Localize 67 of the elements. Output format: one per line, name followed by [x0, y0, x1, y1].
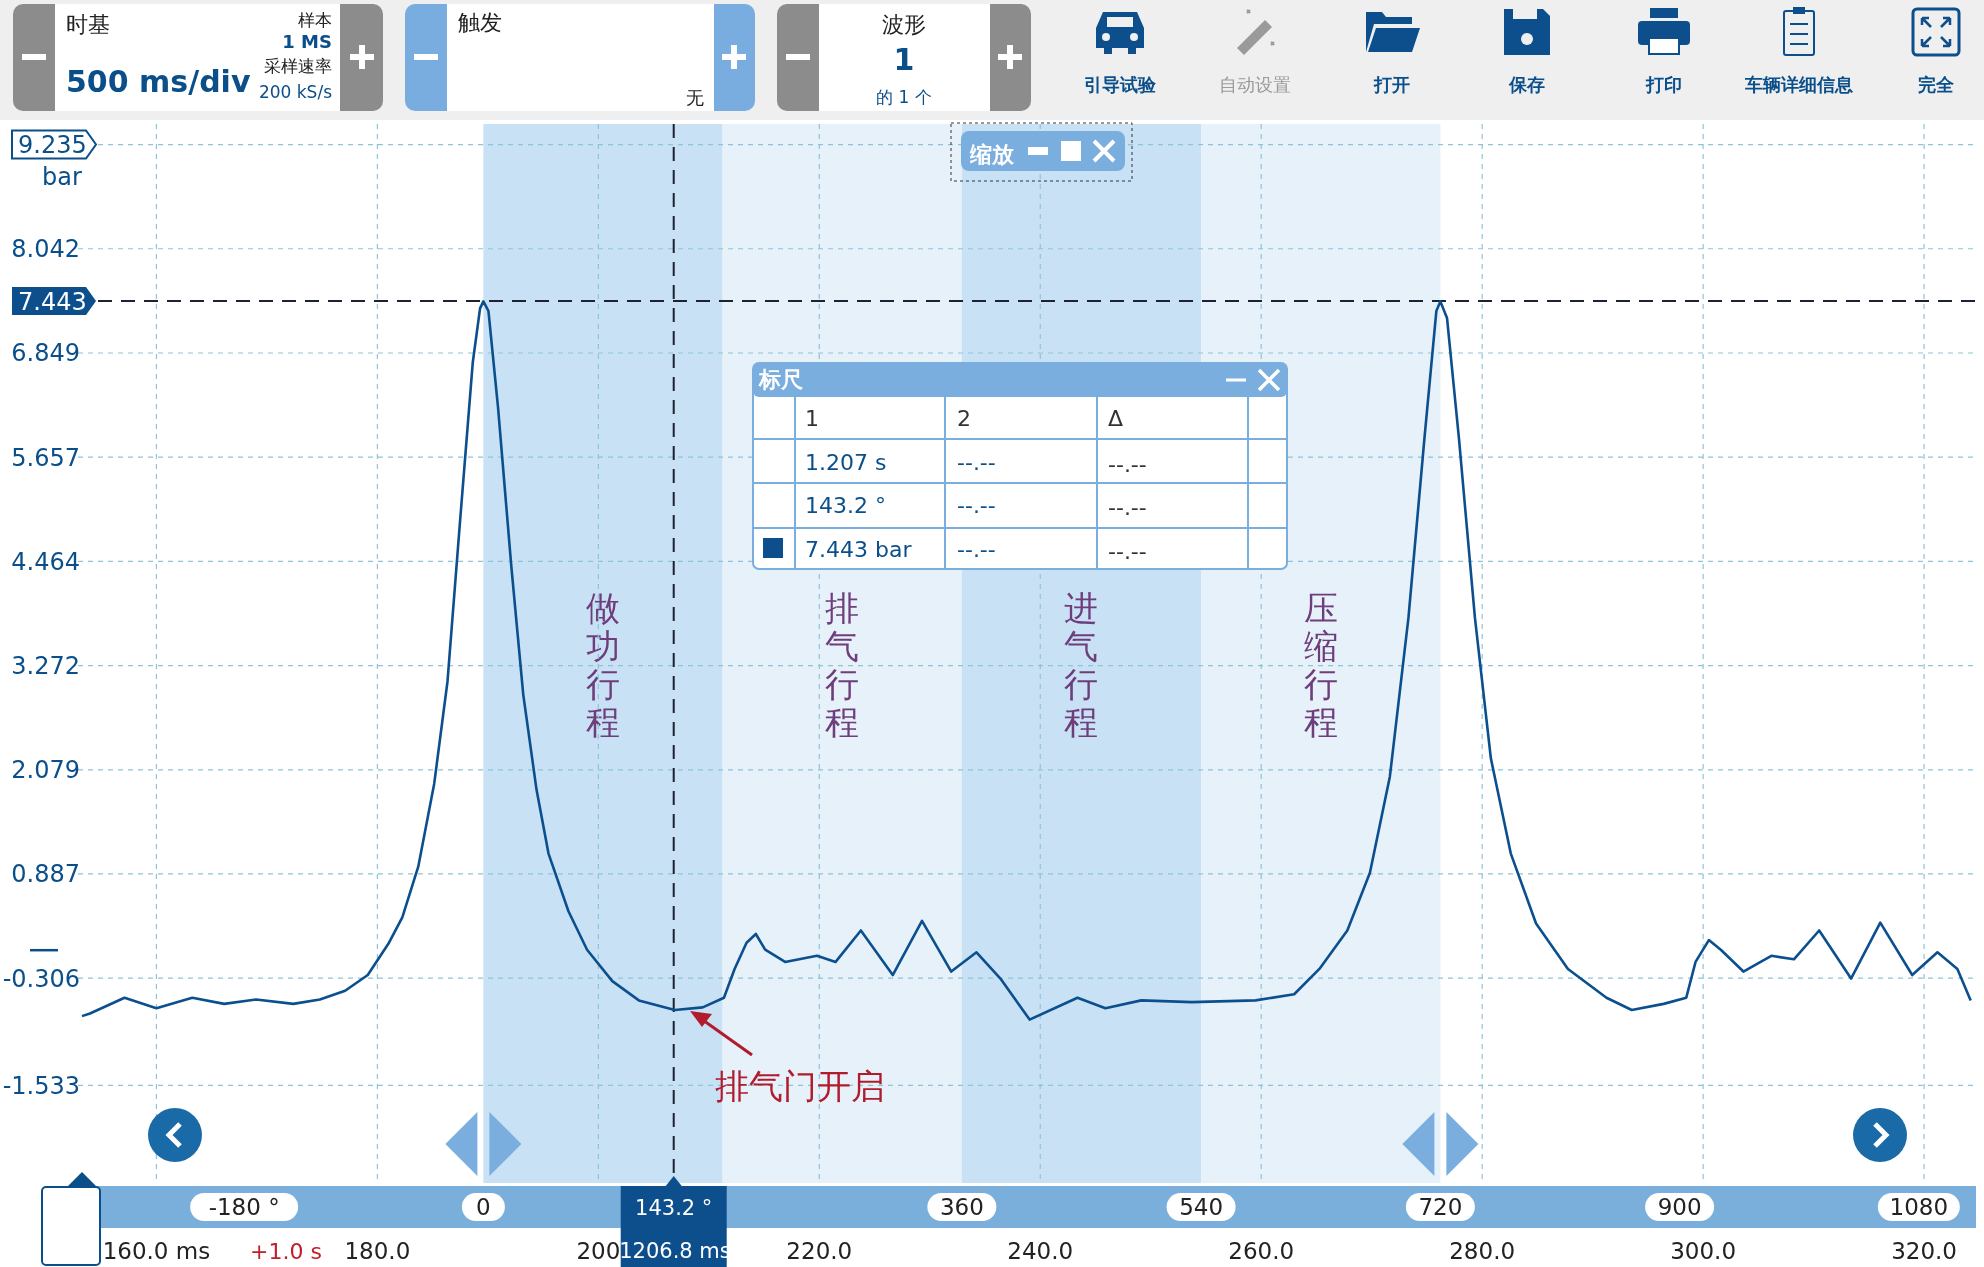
- text: 样本: [298, 10, 332, 30]
- annotation: --.--: [957, 450, 996, 475]
- annotation: --.--: [1108, 452, 1147, 477]
- x-tick-label: 0: [476, 1194, 491, 1221]
- band-label: 压缩行程: [1303, 588, 1338, 742]
- text: 时基: [66, 12, 110, 37]
- text: 触发: [458, 10, 502, 35]
- text: 1: [893, 42, 915, 77]
- y-tick-label: -1.533: [2, 1071, 80, 1100]
- x-tick-label: 900: [1657, 1194, 1702, 1221]
- y-tick-label: 9.235: [18, 130, 87, 159]
- y-tick-label: -0.306: [2, 964, 80, 993]
- y-tick-label: 2.079: [11, 756, 80, 785]
- y-tick-label: 5.657: [11, 443, 80, 472]
- x2-tick-label: 320.0: [1891, 1238, 1958, 1264]
- annotation: 1.207 s: [805, 450, 887, 475]
- text: 200 kS/s: [258, 82, 333, 102]
- x-tick-label: -180 °: [208, 1194, 280, 1221]
- x-tick-label: 360: [939, 1194, 984, 1221]
- text: 1 MS: [282, 31, 332, 52]
- text: 引导试验: [1084, 74, 1157, 95]
- annotation: --.--: [1108, 495, 1147, 520]
- y-tick-label: 0.887: [11, 860, 80, 889]
- y-tick-label: 3.272: [11, 651, 80, 680]
- x2-tick-label: 200: [576, 1238, 621, 1264]
- y-tick-label: 4.464: [11, 547, 80, 576]
- text: 500 ms/div: [66, 64, 251, 99]
- text: 车辆详细信息: [1744, 74, 1853, 95]
- y-tick-label: 6.849: [11, 339, 80, 368]
- ref-line-label: 143.2 °: [635, 1196, 713, 1221]
- x2-tick-label: 280.0: [1449, 1238, 1516, 1264]
- band-label: 排气行程: [825, 588, 860, 742]
- text: 保存: [1508, 74, 1545, 95]
- annotation: 排气门开启: [715, 1066, 885, 1106]
- annotation: Δ: [1108, 406, 1124, 431]
- x2-tick-label: 240.0: [1007, 1238, 1074, 1264]
- annotation: --.--: [1108, 539, 1147, 564]
- band-label: 进气行程: [1064, 588, 1099, 742]
- annotation: 143.2 °: [805, 493, 886, 518]
- text: 打开: [1373, 74, 1410, 95]
- annotation: 2: [957, 406, 971, 431]
- text: 完全: [1918, 74, 1955, 95]
- x2-tick-label: 260.0: [1228, 1238, 1295, 1264]
- text: 自动设置: [1219, 74, 1291, 95]
- x-tick-label: 1080: [1889, 1194, 1949, 1221]
- annotation: --.--: [957, 537, 996, 562]
- text: 打印: [1645, 74, 1682, 95]
- ref-line-label: 7.443: [18, 287, 87, 316]
- y-axis-title: bar: [42, 162, 83, 191]
- x-tick-label: 540: [1179, 1194, 1224, 1221]
- x2-tick-label: 220.0: [786, 1238, 853, 1264]
- annotation: --.--: [957, 493, 996, 518]
- y-tick-label: 8.042: [11, 235, 80, 264]
- x2-tick-label: 300.0: [1670, 1238, 1737, 1264]
- x2-tick-label: 160.0 ms: [102, 1238, 211, 1264]
- annotation: 1: [805, 406, 819, 431]
- text: 的 1 个: [876, 87, 932, 107]
- x-tick-label: 720: [1418, 1194, 1463, 1221]
- annotation: 标尺: [758, 367, 803, 392]
- text: 波形: [882, 12, 926, 37]
- text: 采样速率: [264, 56, 332, 76]
- x2-tick-label: 180.0: [344, 1238, 411, 1264]
- annotation: 7.443 bar: [805, 537, 913, 562]
- annotation: 缩放: [969, 142, 1015, 167]
- text: +1.0 s: [250, 1239, 322, 1264]
- text: 无: [686, 87, 704, 108]
- band-label: 做功行程: [586, 588, 621, 742]
